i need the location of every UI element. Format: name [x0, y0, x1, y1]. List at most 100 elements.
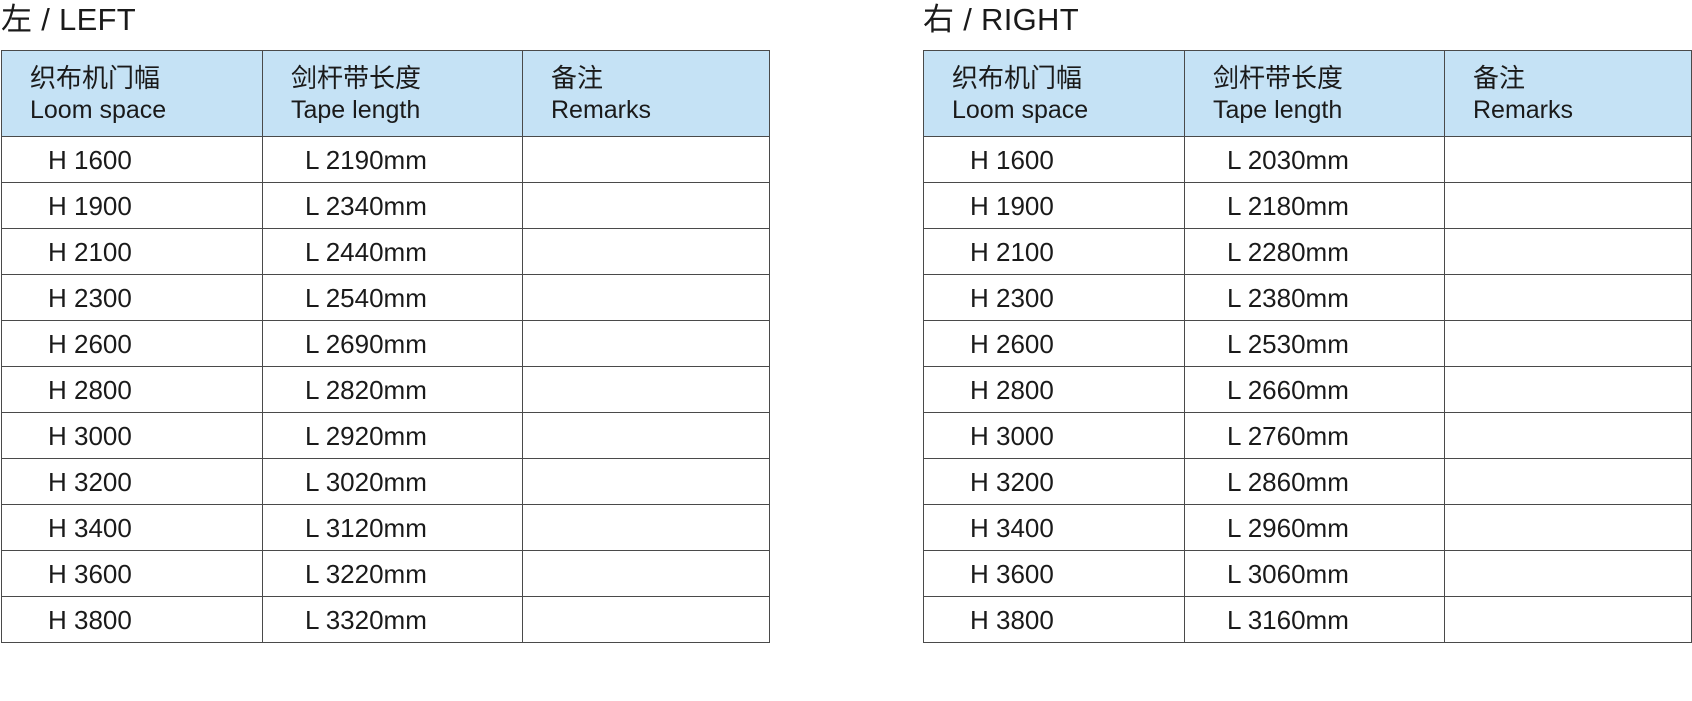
column-header-remarks-cn: 备注 [1473, 62, 1526, 93]
table-header-left: 织布机门幅 Loom space 剑杆带长度 Tape length 备注 Re… [1, 50, 770, 137]
table-row: H 2300 L 2380mm [923, 274, 1692, 321]
tape-length-table-right: 织布机门幅 Loom space 剑杆带长度 Tape length 备注 Re… [923, 50, 1692, 643]
cell-loom: H 3800 [1, 596, 263, 643]
cell-remarks [522, 596, 770, 643]
cell-remarks [522, 458, 770, 505]
column-header-tape-length-en: Tape length [291, 95, 421, 124]
cell-loom: H 2300 [1, 274, 263, 321]
loom-spec-block-left: 左 / LEFT 织布机门幅 Loom space 剑杆带长度 Tape len… [1, 0, 770, 643]
cell-loom: H 2100 [923, 228, 1185, 275]
cell-remarks [1444, 412, 1692, 459]
column-header-tape-length-en: Tape length [1213, 95, 1343, 124]
cell-loom: H 1900 [923, 182, 1185, 229]
column-header-loom-space: 织布机门幅 Loom space [923, 50, 1185, 137]
cell-remarks [522, 504, 770, 551]
column-header-tape-length-cn: 剑杆带长度 [291, 62, 422, 93]
cell-loom: H 2600 [1, 320, 263, 367]
cell-tape: L 3220mm [262, 550, 523, 597]
column-header-loom-space: 织布机门幅 Loom space [1, 50, 263, 137]
table-row: H 2600 L 2690mm [1, 320, 770, 367]
tape-length-table-left: 织布机门幅 Loom space 剑杆带长度 Tape length 备注 Re… [1, 50, 770, 643]
column-header-tape-length-cn: 剑杆带长度 [1213, 62, 1344, 93]
cell-loom: H 3600 [1, 550, 263, 597]
column-header-loom-space-cn: 织布机门幅 [30, 62, 161, 93]
column-header-tape-length: 剑杆带长度 Tape length [262, 50, 523, 137]
cell-remarks [1444, 366, 1692, 413]
cell-tape: L 2540mm [262, 274, 523, 321]
table-row: H 3600 L 3220mm [1, 550, 770, 597]
cell-tape: L 2180mm [1184, 182, 1445, 229]
cell-remarks [1444, 228, 1692, 275]
cell-remarks [522, 550, 770, 597]
cell-loom: H 2800 [923, 366, 1185, 413]
cell-remarks [1444, 504, 1692, 551]
cell-remarks [1444, 182, 1692, 229]
cell-remarks [522, 136, 770, 183]
cell-tape: L 2440mm [262, 228, 523, 275]
cell-tape: L 2960mm [1184, 504, 1445, 551]
cell-loom: H 1900 [1, 182, 263, 229]
cell-tape: L 2920mm [262, 412, 523, 459]
cell-loom: H 3200 [1, 458, 263, 505]
column-header-loom-space-cn: 织布机门幅 [952, 62, 1083, 93]
cell-tape: L 2860mm [1184, 458, 1445, 505]
cell-tape: L 3160mm [1184, 596, 1445, 643]
cell-remarks [1444, 136, 1692, 183]
cell-remarks [522, 228, 770, 275]
cell-remarks [522, 366, 770, 413]
cell-tape: L 3060mm [1184, 550, 1445, 597]
table-row: H 2300 L 2540mm [1, 274, 770, 321]
table-row: H 3000 L 2920mm [1, 412, 770, 459]
cell-remarks [522, 320, 770, 367]
column-header-tape-length: 剑杆带长度 Tape length [1184, 50, 1445, 137]
table-body-right: H 1600 L 2030mm H 1900 L 2180mm H 2100 L 2280… [923, 136, 1692, 643]
cell-remarks [522, 274, 770, 321]
column-header-loom-space-en: Loom space [952, 95, 1089, 124]
cell-tape: L 2030mm [1184, 136, 1445, 183]
column-header-remarks: 备注 Remarks [1444, 50, 1692, 137]
cell-remarks [522, 412, 770, 459]
cell-tape: L 2190mm [262, 136, 523, 183]
table-row: H 2600 L 2530mm [923, 320, 1692, 367]
column-header-remarks-en: Remarks [551, 95, 652, 124]
cell-loom: H 3800 [923, 596, 1185, 643]
cell-loom: H 3400 [1, 504, 263, 551]
cell-loom: H 3400 [923, 504, 1185, 551]
table-row: H 1600 L 2030mm [923, 136, 1692, 183]
cell-tape: L 2280mm [1184, 228, 1445, 275]
table-row: H 2800 L 2660mm [923, 366, 1692, 413]
cell-loom: H 3200 [923, 458, 1185, 505]
header-row: 织布机门幅 Loom space 剑杆带长度 Tape length 备注 Re… [1, 50, 770, 137]
cell-loom: H 2800 [1, 366, 263, 413]
table-row: H 2100 L 2280mm [923, 228, 1692, 275]
cell-remarks [1444, 550, 1692, 597]
cell-remarks [1444, 320, 1692, 367]
table-body-left: H 1600 L 2190mm H 1900 L 2340mm H 2100 L 2440… [1, 136, 770, 643]
cell-loom: H 1600 [1, 136, 263, 183]
cell-loom: H 2600 [923, 320, 1185, 367]
cell-loom: H 2300 [923, 274, 1185, 321]
cell-remarks [522, 182, 770, 229]
table-row: H 2800 L 2820mm [1, 366, 770, 413]
cell-tape: L 3120mm [262, 504, 523, 551]
cell-tape: L 3320mm [262, 596, 523, 643]
cell-remarks [1444, 458, 1692, 505]
cell-tape: L 2820mm [262, 366, 523, 413]
cell-remarks [1444, 596, 1692, 643]
cell-tape: L 2380mm [1184, 274, 1445, 321]
column-header-remarks-en: Remarks [1473, 95, 1574, 124]
table-row: H 1600 L 2190mm [1, 136, 770, 183]
cell-tape: L 2760mm [1184, 412, 1445, 459]
section-title-right: 右 / RIGHT [923, 2, 1079, 37]
table-row: H 1900 L 2180mm [923, 182, 1692, 229]
table-row: H 3600 L 3060mm [923, 550, 1692, 597]
column-header-remarks-cn: 备注 [551, 62, 604, 93]
loom-spec-block-right: 右 / RIGHT 织布机门幅 Loom space 剑杆带长度 Tape le… [923, 0, 1692, 643]
header-row: 织布机门幅 Loom space 剑杆带长度 Tape length 备注 Re… [923, 50, 1692, 137]
cell-tape: L 3020mm [262, 458, 523, 505]
cell-tape: L 2530mm [1184, 320, 1445, 367]
cell-tape: L 2340mm [262, 182, 523, 229]
cell-tape: L 2690mm [262, 320, 523, 367]
table-row: H 2100 L 2440mm [1, 228, 770, 275]
